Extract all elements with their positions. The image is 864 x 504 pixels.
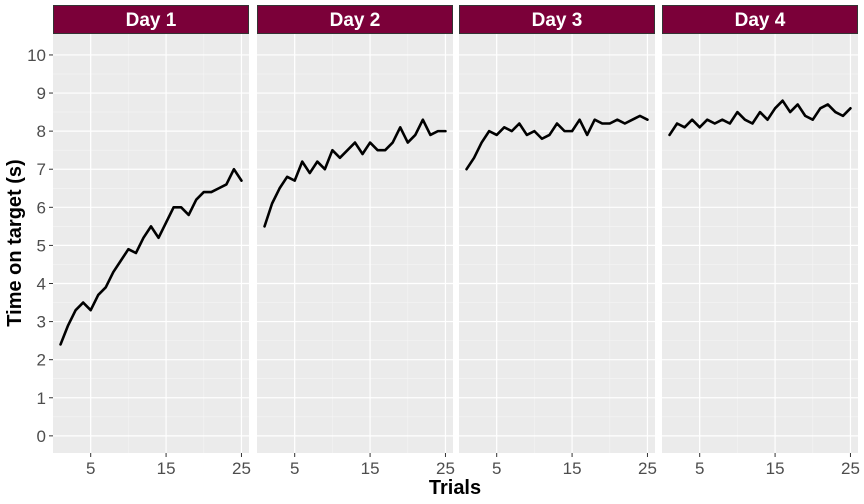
y-tick-label: 6 (37, 198, 46, 217)
facet-strip (662, 5, 858, 34)
y-tick-label: 7 (37, 160, 46, 179)
y-tick-label: 0 (37, 427, 46, 446)
x-tick-label: 5 (290, 459, 299, 478)
x-tick-label: 15 (766, 459, 785, 478)
panel-background (662, 34, 858, 453)
facet-panel-1: Day 1 5 15 25 (53, 5, 251, 478)
facet-strip-label: Day 1 (126, 10, 177, 31)
facet-panel-3: Day 3 5 15 25 (459, 5, 657, 478)
facet-strip-label: Day 3 (532, 10, 583, 31)
y-tick-label: 8 (37, 122, 46, 141)
series-line-1 (59, 167, 243, 346)
facet-strip (53, 5, 249, 34)
x-tick-label: 25 (436, 459, 455, 478)
x-axis-title: Trials (429, 477, 481, 499)
x-tick-label: 5 (695, 459, 704, 478)
panel-background (257, 34, 453, 453)
y-tick-label: 3 (37, 313, 46, 332)
facet-strip (257, 5, 453, 34)
x-tick-label: 5 (492, 459, 501, 478)
facet-strip-label: Day 2 (330, 10, 381, 31)
y-axis-title: Time on target (s) (4, 159, 26, 326)
y-tick-label: 9 (37, 84, 46, 103)
x-tick-label: 5 (86, 459, 95, 478)
x-tick-label: 25 (638, 459, 657, 478)
y-tick-label: 10 (27, 46, 46, 65)
y-tick-label: 2 (37, 351, 46, 370)
x-tick-label: 15 (563, 459, 582, 478)
series-line-2 (263, 118, 447, 228)
facet-strip (459, 5, 655, 34)
y-tick-label: 5 (37, 236, 46, 255)
facet-panel-4: Day 4 5 15 25 (662, 5, 860, 478)
x-tick-label: 25 (232, 459, 251, 478)
y-tick-label: 1 (37, 389, 46, 408)
x-tick-label: 15 (157, 459, 176, 478)
facet-strip-label: Day 4 (735, 10, 786, 31)
facet-panel-2: Day 2 5 15 25 (257, 5, 455, 478)
panel-background (459, 34, 655, 453)
y-tick-label: 4 (37, 274, 46, 293)
series-line-4 (668, 99, 852, 137)
series-line-3 (465, 114, 649, 171)
panel-background (53, 34, 249, 453)
x-tick-label: 15 (361, 459, 380, 478)
x-tick-label: 25 (841, 459, 860, 478)
